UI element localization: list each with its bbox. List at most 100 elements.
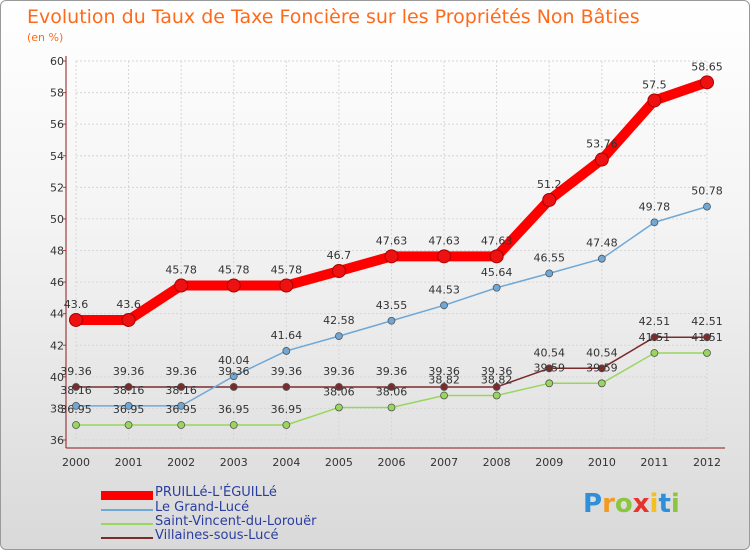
data-label: 38.82	[481, 373, 513, 386]
data-label: 44.53	[428, 283, 460, 296]
legend-swatch	[101, 523, 153, 525]
data-point	[703, 349, 711, 357]
x-tick-label: 2008	[483, 456, 511, 469]
data-point	[545, 364, 554, 373]
data-label: 38.82	[428, 373, 460, 386]
y-tick-label: 58	[50, 87, 64, 100]
unit-label: (en %)	[27, 31, 64, 44]
data-point	[124, 383, 133, 391]
x-tick-label: 2003	[220, 456, 248, 469]
data-label: 39.36	[376, 365, 408, 378]
data-label: 36.95	[271, 403, 303, 416]
data-label: 40.54	[586, 346, 618, 359]
x-tick-label: 2001	[115, 456, 143, 469]
data-label: 41.51	[691, 331, 723, 344]
data-label: 46.55	[534, 251, 566, 264]
data-label: 39.59	[534, 361, 566, 374]
data-label: 43.55	[376, 299, 408, 312]
data-point	[124, 401, 133, 410]
data-point	[650, 333, 659, 342]
data-point	[282, 383, 291, 391]
data-point	[335, 383, 343, 391]
x-tick-label: 2012	[693, 456, 721, 469]
data-point	[700, 75, 714, 90]
data-point	[282, 347, 291, 355]
x-tick-label: 2002	[167, 456, 195, 469]
data-point	[387, 403, 396, 412]
data-label: 47.63	[481, 234, 513, 247]
data-point	[229, 383, 238, 391]
y-tick-label: 46	[50, 276, 64, 289]
data-label: 43.6	[64, 298, 89, 311]
data-label: 39.36	[218, 365, 250, 378]
data-label: 39.36	[271, 365, 303, 378]
data-label: 57.5	[642, 78, 667, 91]
x-tick-label: 2007	[430, 456, 458, 469]
data-point	[177, 421, 186, 429]
data-point	[226, 278, 241, 293]
y-tick-label: 42	[50, 339, 64, 352]
data-point	[282, 421, 291, 429]
data-label: 40.04	[218, 354, 250, 367]
data-label: 51.2	[537, 178, 562, 191]
x-tick-label: 2010	[588, 456, 616, 469]
y-tick-label: 54	[50, 150, 64, 163]
data-label: 39.36	[481, 365, 513, 378]
data-label: 41.51	[639, 331, 671, 344]
data-label: 36.95	[218, 403, 250, 416]
data-point	[647, 93, 662, 108]
y-tick-label: 44	[50, 308, 64, 321]
data-point	[387, 383, 396, 391]
data-point	[440, 383, 448, 391]
data-label: 39.36	[60, 365, 92, 378]
data-point	[437, 249, 452, 264]
data-point	[387, 316, 396, 325]
data-point	[72, 421, 80, 429]
data-point	[229, 372, 238, 381]
data-label: 40.54	[534, 346, 566, 359]
data-label: 42.58	[323, 314, 355, 327]
legend-label: Le Grand-Lucé	[155, 500, 250, 515]
data-point	[121, 312, 136, 327]
y-tick-label: 36	[50, 434, 64, 447]
chart-title: Evolution du Taux de Taxe Foncière sur l…	[27, 6, 640, 28]
x-tick-label: 2009	[535, 456, 563, 469]
legend-swatch	[101, 509, 153, 511]
legend-label: PRUILLé-L'ÉGUILLé	[155, 485, 277, 500]
data-point	[489, 249, 504, 264]
y-tick-label: 56	[50, 118, 64, 131]
data-point	[597, 364, 606, 373]
data-label: 36.95	[165, 403, 197, 416]
data-point	[703, 333, 711, 342]
data-label: 45.64	[481, 266, 513, 279]
data-point	[542, 192, 557, 207]
data-label: 38.06	[376, 385, 408, 398]
y-tick-label: 50	[50, 213, 64, 226]
y-tick-label: 60	[50, 55, 64, 68]
data-point	[650, 349, 659, 357]
data-label: 38.16	[165, 384, 197, 397]
data-label: 46.7	[327, 249, 352, 262]
data-point	[384, 249, 399, 264]
data-point	[703, 202, 711, 211]
data-label: 38.16	[60, 384, 92, 397]
data-label: 38.06	[323, 385, 355, 398]
data-label: 53.76	[586, 138, 618, 151]
data-point	[335, 332, 343, 340]
data-point	[440, 301, 448, 310]
y-tick-label: 52	[50, 181, 64, 194]
data-point	[597, 254, 606, 263]
data-label: 43.6	[116, 298, 141, 311]
data-point	[492, 283, 501, 292]
y-tick-label: 48	[50, 245, 64, 258]
data-point	[229, 421, 238, 429]
legend-swatch	[101, 491, 153, 500]
data-point	[72, 401, 80, 410]
data-point	[177, 383, 186, 391]
x-tick-label: 2005	[325, 456, 353, 469]
data-point	[597, 379, 606, 388]
data-label: 47.63	[428, 234, 460, 247]
data-label: 47.48	[586, 237, 618, 250]
